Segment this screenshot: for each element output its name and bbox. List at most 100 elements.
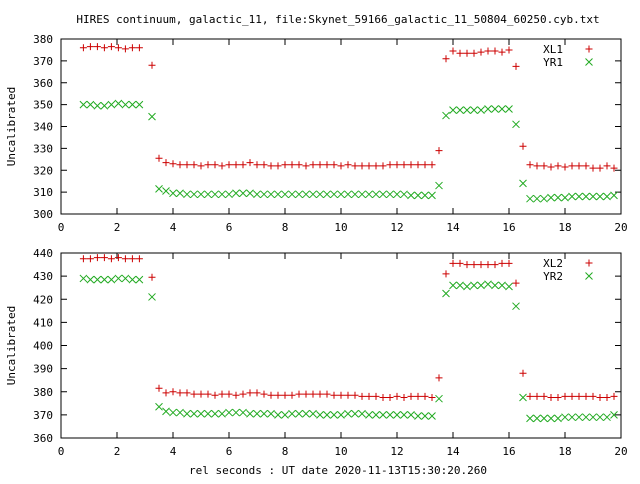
data-point bbox=[596, 164, 604, 172]
data-point bbox=[554, 193, 562, 202]
data-point bbox=[442, 289, 450, 298]
data-point bbox=[135, 255, 143, 263]
data-point bbox=[267, 409, 275, 418]
data-point bbox=[421, 161, 429, 169]
data-point bbox=[337, 162, 345, 170]
data-point bbox=[547, 193, 555, 202]
data-point bbox=[302, 190, 310, 199]
data-point bbox=[114, 254, 122, 262]
data-point bbox=[267, 190, 275, 199]
data-point bbox=[309, 409, 317, 418]
data-point bbox=[400, 190, 408, 199]
x-tick-label: 6 bbox=[226, 221, 233, 234]
data-point bbox=[498, 48, 506, 56]
plot-frame bbox=[60, 38, 622, 215]
data-point bbox=[610, 411, 618, 419]
data-point bbox=[225, 161, 233, 169]
data-point bbox=[470, 106, 478, 114]
data-point bbox=[155, 384, 163, 392]
data-point bbox=[176, 408, 184, 417]
data-point bbox=[484, 105, 492, 113]
data-point bbox=[533, 414, 541, 423]
data-point bbox=[218, 190, 226, 199]
data-point bbox=[526, 392, 534, 400]
data-point bbox=[190, 161, 198, 169]
y-tick-label: 430 bbox=[33, 270, 53, 283]
data-point bbox=[93, 43, 101, 51]
data-point bbox=[435, 394, 443, 403]
data-point bbox=[540, 392, 548, 400]
data-point bbox=[358, 409, 366, 418]
data-point bbox=[365, 411, 373, 419]
data-point bbox=[610, 392, 618, 400]
data-point bbox=[155, 402, 163, 411]
data-point bbox=[169, 408, 177, 417]
data-point bbox=[204, 161, 212, 169]
data-point bbox=[274, 190, 282, 199]
data-point bbox=[323, 411, 331, 419]
data-point bbox=[309, 161, 317, 169]
data-point bbox=[114, 44, 122, 52]
data-point bbox=[379, 190, 387, 199]
data-point bbox=[344, 161, 352, 169]
legend-label: XL1 bbox=[543, 43, 563, 56]
data-point bbox=[414, 161, 422, 169]
data-point bbox=[169, 189, 177, 198]
x-tick-label: 0 bbox=[58, 445, 65, 458]
data-point bbox=[463, 49, 471, 57]
legend-label: YR2 bbox=[543, 270, 563, 283]
data-point bbox=[148, 61, 156, 69]
data-point bbox=[169, 160, 177, 168]
data-point bbox=[197, 162, 205, 170]
data-point bbox=[512, 62, 520, 70]
data-point bbox=[316, 390, 324, 398]
data-point bbox=[225, 390, 233, 398]
data-point bbox=[260, 190, 268, 199]
data-point bbox=[540, 162, 548, 170]
x-tick-label: 16 bbox=[502, 445, 515, 458]
data-point bbox=[107, 100, 116, 109]
data-point bbox=[435, 374, 443, 382]
data-point bbox=[302, 409, 310, 418]
x-tick-label: 18 bbox=[558, 221, 571, 234]
data-point bbox=[183, 161, 191, 169]
data-point bbox=[260, 390, 268, 398]
data-point bbox=[505, 105, 513, 113]
data-point bbox=[183, 190, 191, 199]
data-point bbox=[526, 414, 534, 423]
data-point bbox=[190, 190, 198, 199]
data-point bbox=[512, 120, 520, 129]
data-point bbox=[93, 101, 102, 110]
data-point bbox=[330, 190, 338, 199]
data-point bbox=[309, 390, 317, 398]
data-point bbox=[274, 391, 282, 399]
x-tick-label: 10 bbox=[334, 221, 347, 234]
data-point bbox=[162, 187, 170, 195]
data-point bbox=[533, 194, 541, 203]
data-point bbox=[239, 189, 247, 198]
data-point bbox=[239, 390, 247, 398]
data-point bbox=[547, 163, 555, 171]
data-point bbox=[211, 190, 219, 199]
data-point bbox=[428, 394, 436, 402]
y-tick-label: 320 bbox=[33, 164, 53, 177]
series-YR1 bbox=[79, 99, 618, 203]
data-point bbox=[414, 191, 422, 200]
data-point bbox=[519, 142, 527, 150]
data-point bbox=[414, 392, 422, 400]
data-point bbox=[596, 394, 604, 402]
y-tick-label: 370 bbox=[33, 409, 53, 422]
data-point bbox=[456, 106, 464, 114]
data-point bbox=[463, 282, 471, 291]
data-point bbox=[86, 100, 95, 109]
data-point bbox=[421, 191, 429, 200]
data-point bbox=[351, 162, 359, 170]
data-point bbox=[463, 261, 471, 269]
data-point bbox=[484, 47, 492, 55]
data-point bbox=[281, 391, 289, 399]
data-point bbox=[449, 106, 457, 114]
data-point bbox=[260, 161, 268, 169]
data-point bbox=[162, 389, 170, 397]
x-tick-label: 2 bbox=[114, 445, 121, 458]
data-point bbox=[302, 162, 310, 170]
